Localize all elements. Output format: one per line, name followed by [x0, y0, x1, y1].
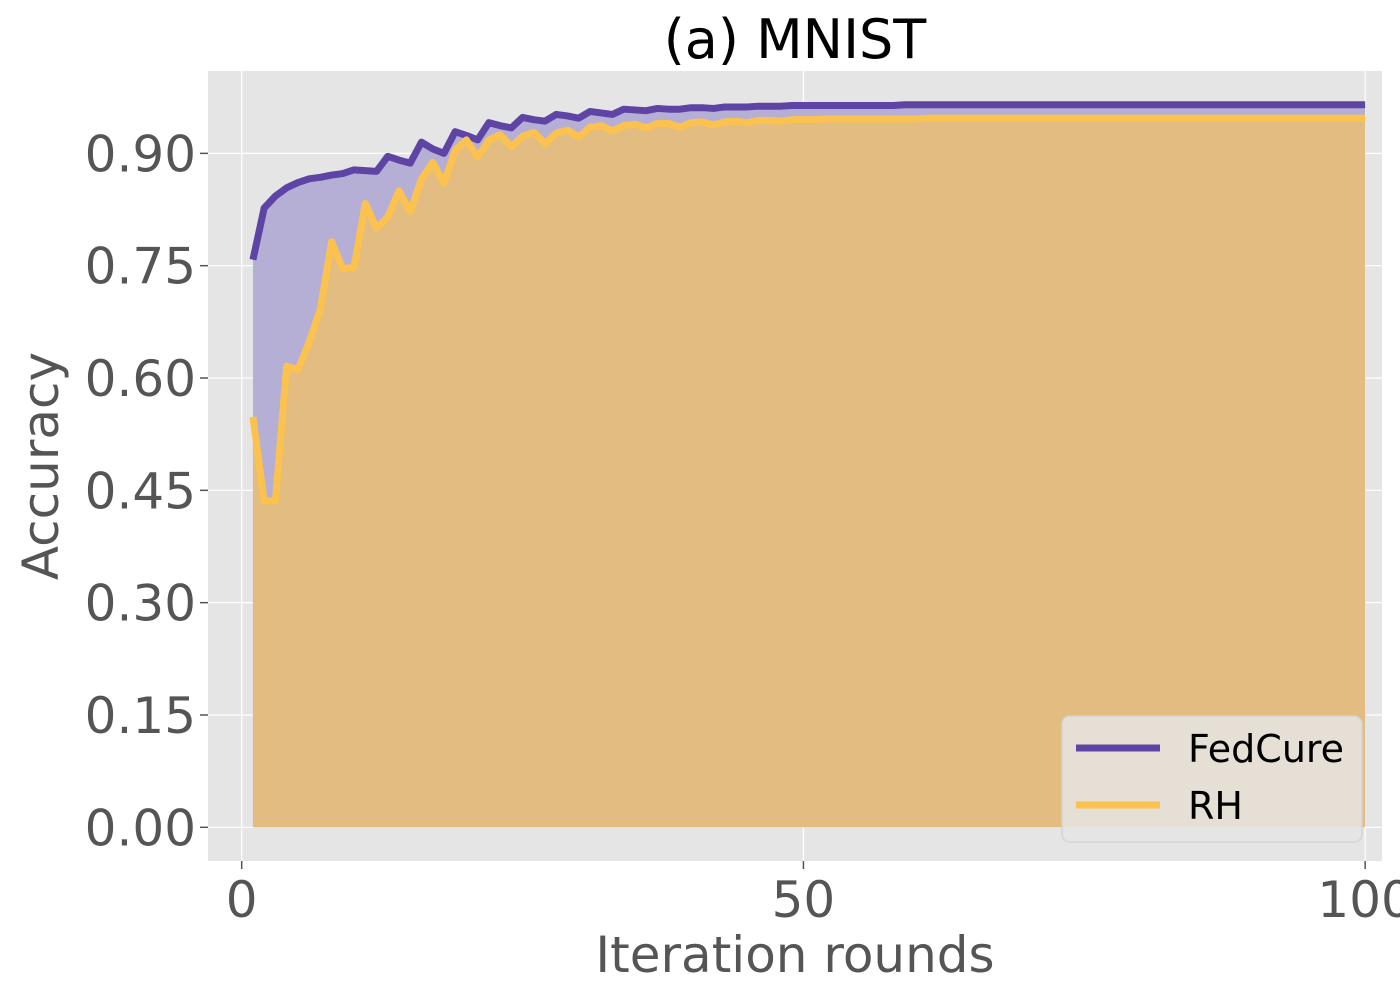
legend-label-fedcure: FedCure [1188, 727, 1344, 771]
x-tick-label: 100 [1317, 871, 1400, 929]
series-lines [249, 101, 1366, 505]
y-tick-label: 0.15 [85, 687, 196, 745]
legend: FedCure RH [1061, 715, 1363, 843]
series-line-fedcure [249, 101, 1366, 261]
x-axis-label: Iteration rounds [595, 926, 994, 984]
y-axis-ticks: 0.00 0.15 0.30 0.45 0.60 0.75 0.90 [85, 125, 208, 857]
x-axis-ticks: 0 50 100 [226, 861, 1400, 929]
chart-title: (a) MNIST [664, 8, 928, 71]
series-line-rh [249, 114, 1366, 505]
y-tick-label: 0.90 [85, 125, 196, 183]
y-axis-label: Accuracy [12, 352, 70, 580]
x-tick-label: 50 [772, 871, 836, 929]
y-tick-label: 0.30 [85, 575, 196, 633]
y-tick-label: 0.75 [85, 238, 196, 296]
x-tick-label: 0 [226, 871, 258, 929]
series-fill-rh [252, 118, 1366, 828]
legend-label-rh: RH [1188, 784, 1243, 828]
y-tick-label: 0.00 [85, 799, 196, 857]
y-tick-label: 0.60 [85, 350, 196, 408]
y-tick-label: 0.45 [85, 462, 196, 520]
series-fills [252, 104, 1366, 828]
